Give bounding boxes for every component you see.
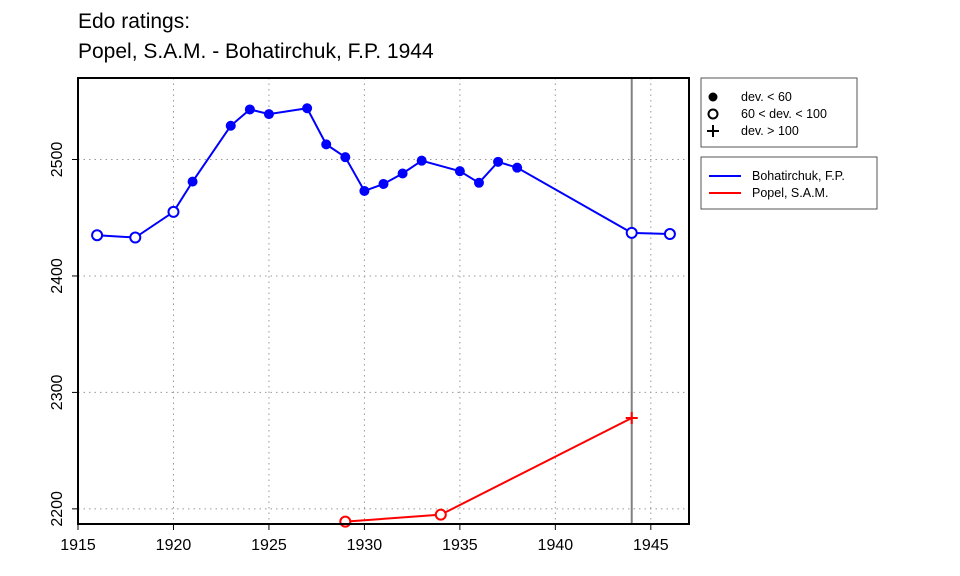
series-line-popel-s-a-m xyxy=(345,417,633,523)
legend-markers: dev. < 60 60 < dev. < 100 dev. > 100 xyxy=(700,77,858,148)
y-tick-label: 2500 xyxy=(49,142,66,178)
plot-frame xyxy=(77,77,690,525)
legend-marker-label-1: dev. < 60 xyxy=(741,90,792,104)
data-point-bohatirchuk-f-p xyxy=(416,155,427,166)
data-point-bohatirchuk-f-p xyxy=(625,226,638,239)
data-point-popel-s-a-m xyxy=(434,508,447,521)
data-point-bohatirchuk-f-p xyxy=(359,185,370,196)
legend-filled-circle-icon xyxy=(708,92,718,102)
y-tick-label: 2200 xyxy=(49,491,66,527)
chart-title-line-2: Popel, S.A.M. - Bohatirchuk, F.P. 1944 xyxy=(78,40,434,63)
data-point-bohatirchuk-f-p xyxy=(91,229,104,242)
data-point-bohatirchuk-f-p xyxy=(321,139,332,150)
legend-marker-label-3: dev. > 100 xyxy=(741,124,799,138)
y-tick-label: 2300 xyxy=(49,375,66,411)
legend-series: Bohatirchuk, F.P. Popel, S.A.M. xyxy=(700,156,878,210)
series-line-bohatirchuk-f-p xyxy=(97,107,670,239)
data-point-bohatirchuk-f-p xyxy=(244,104,255,115)
series-group xyxy=(91,103,676,528)
x-tick-label: 1915 xyxy=(60,537,96,554)
data-point-bohatirchuk-f-p xyxy=(302,103,313,114)
data-point-bohatirchuk-f-p xyxy=(263,109,274,120)
data-point-bohatirchuk-f-p xyxy=(454,166,465,177)
data-point-bohatirchuk-f-p xyxy=(378,178,389,189)
grid xyxy=(78,78,689,524)
x-tick-label: 1920 xyxy=(156,537,192,554)
data-point-bohatirchuk-f-p xyxy=(187,176,198,187)
legend-series-label-1: Bohatirchuk, F.P. xyxy=(752,169,845,183)
data-point-bohatirchuk-f-p xyxy=(167,205,180,218)
legend-series-label-2: Popel, S.A.M. xyxy=(752,186,828,200)
chart-title-line-1: Edo ratings: xyxy=(78,10,191,33)
x-tick-label: 1940 xyxy=(538,537,574,554)
data-point-popel-s-a-m xyxy=(625,412,638,425)
x-tick-label: 1945 xyxy=(633,537,669,554)
legend-plus-icon xyxy=(707,125,719,137)
axes: 1915 1920 1925 1930 1935 1940 1945 2200 2300 2400… xyxy=(49,142,669,554)
data-point-bohatirchuk-f-p xyxy=(225,120,236,131)
data-point-bohatirchuk-f-p xyxy=(512,162,523,173)
x-tick-label: 1930 xyxy=(347,537,383,554)
y-tick-label: 2400 xyxy=(49,258,66,294)
legend-series-box xyxy=(700,156,878,210)
data-point-bohatirchuk-f-p xyxy=(663,228,676,241)
x-tick-label: 1935 xyxy=(442,537,478,554)
data-point-bohatirchuk-f-p xyxy=(493,156,504,167)
legend-marker-label-2: 60 < dev. < 100 xyxy=(741,107,827,121)
data-point-bohatirchuk-f-p xyxy=(129,231,142,244)
data-point-bohatirchuk-f-p xyxy=(473,177,484,188)
data-point-popel-s-a-m xyxy=(339,515,352,528)
x-tick-label: 1925 xyxy=(251,537,287,554)
legend-markers-box xyxy=(700,77,858,148)
legend-open-circle-icon xyxy=(707,108,719,120)
data-point-bohatirchuk-f-p xyxy=(397,168,408,179)
data-point-bohatirchuk-f-p xyxy=(340,152,351,163)
